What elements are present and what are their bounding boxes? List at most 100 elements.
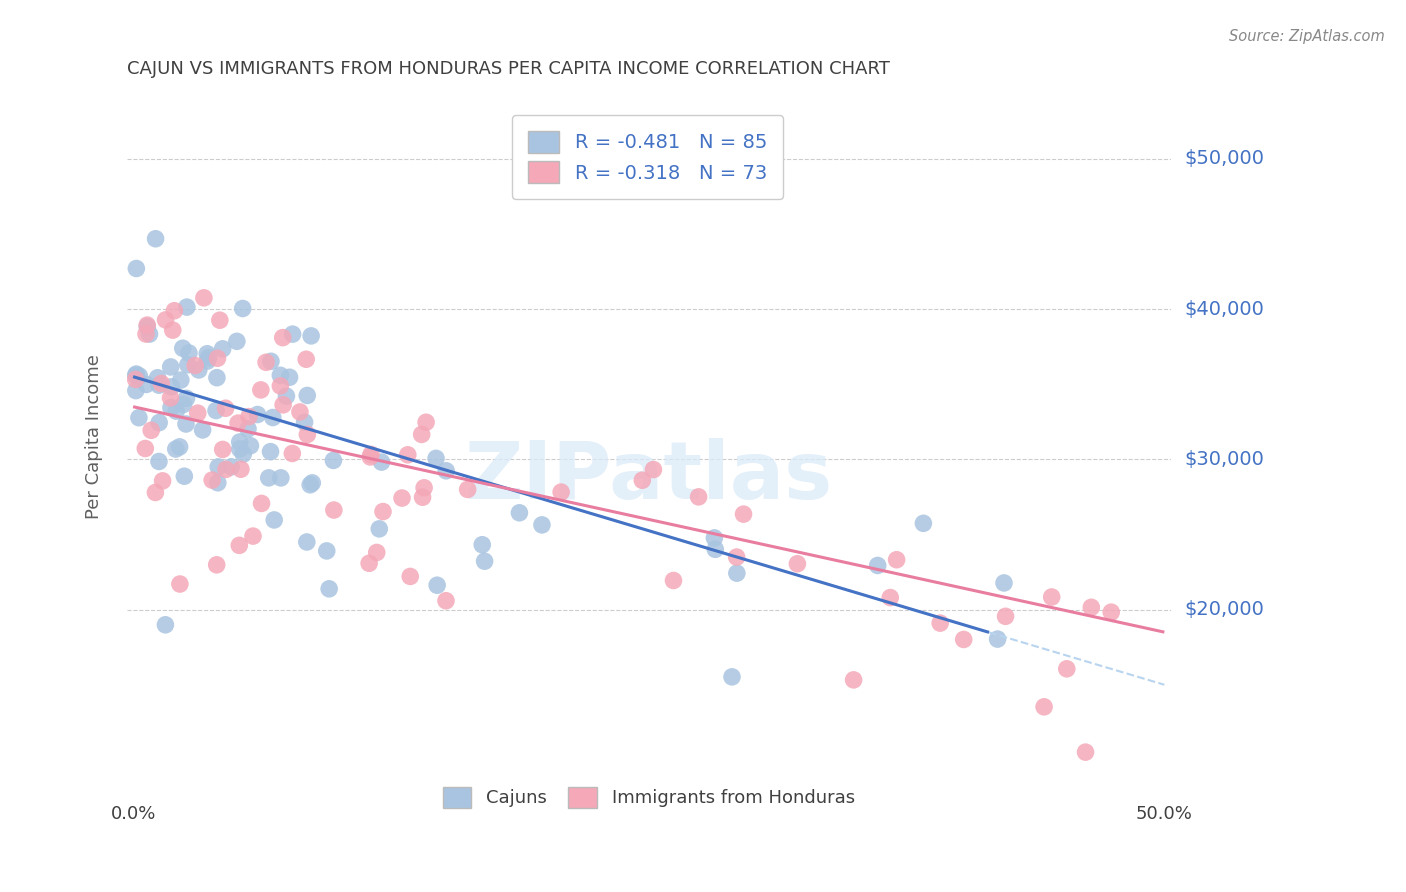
Point: [174, 417, 197, 431]
Point: [135, 326, 157, 341]
Point: [315, 544, 337, 558]
Point: [294, 415, 316, 429]
Point: [413, 481, 436, 495]
Point: [276, 389, 298, 403]
Point: [125, 368, 148, 383]
Point: [159, 359, 181, 374]
Point: [176, 392, 198, 406]
Point: [165, 404, 187, 418]
Point: [155, 617, 177, 632]
Point: [228, 538, 250, 552]
Point: [254, 355, 277, 369]
Point: [169, 440, 191, 454]
Point: [187, 406, 209, 420]
Point: [987, 632, 1010, 646]
Point: [370, 455, 392, 469]
Point: [170, 373, 193, 387]
Point: [550, 485, 572, 500]
Point: [169, 577, 191, 591]
Point: [371, 505, 394, 519]
Point: [1056, 662, 1078, 676]
Point: [226, 416, 249, 430]
Point: [225, 334, 247, 349]
Point: [457, 483, 479, 497]
Point: [232, 301, 254, 316]
Point: [257, 471, 280, 485]
Point: [295, 352, 318, 367]
Point: [886, 553, 908, 567]
Text: $20,000: $20,000: [1184, 600, 1264, 619]
Point: [360, 447, 382, 461]
Point: [211, 442, 233, 457]
Point: [250, 496, 273, 510]
Point: [269, 379, 291, 393]
Point: [125, 367, 148, 381]
Point: [205, 558, 228, 572]
Point: [471, 538, 494, 552]
Point: [205, 403, 228, 417]
Point: [295, 535, 318, 549]
Point: [786, 557, 808, 571]
Point: [152, 474, 174, 488]
Point: [141, 423, 163, 437]
Text: ZIPatlas: ZIPatlas: [464, 438, 832, 516]
Point: [207, 475, 229, 490]
Point: [236, 422, 259, 436]
Text: Source: ZipAtlas.com: Source: ZipAtlas.com: [1229, 29, 1385, 44]
Point: [270, 471, 292, 485]
Point: [1080, 600, 1102, 615]
Point: [912, 516, 935, 531]
Point: [160, 401, 183, 415]
Point: [214, 401, 236, 416]
Point: [281, 327, 304, 342]
Text: 50.0%: 50.0%: [1136, 805, 1192, 823]
Text: 0.0%: 0.0%: [111, 805, 156, 823]
Point: [191, 423, 214, 437]
Point: [434, 593, 457, 607]
Point: [662, 574, 685, 588]
Point: [271, 331, 294, 345]
Point: [263, 513, 285, 527]
Point: [366, 545, 388, 559]
Point: [297, 388, 319, 402]
Point: [1040, 590, 1063, 604]
Point: [262, 410, 284, 425]
Point: [993, 576, 1015, 591]
Point: [391, 491, 413, 505]
Point: [128, 369, 150, 384]
Point: [197, 351, 219, 365]
Legend: Cajuns, Immigrants from Honduras: Cajuns, Immigrants from Honduras: [433, 778, 863, 816]
Point: [155, 313, 177, 327]
Point: [207, 459, 229, 474]
Text: CAJUN VS IMMIGRANTS FROM HONDURAS PER CAPITA INCOME CORRELATION CHART: CAJUN VS IMMIGRANTS FROM HONDURAS PER CA…: [127, 60, 890, 78]
Point: [508, 506, 530, 520]
Point: [733, 507, 755, 521]
Point: [238, 409, 260, 424]
Point: [269, 368, 291, 383]
Point: [145, 232, 167, 246]
Point: [145, 485, 167, 500]
Point: [322, 503, 344, 517]
Point: [426, 578, 449, 592]
Point: [359, 556, 381, 570]
Point: [195, 354, 218, 368]
Y-axis label: Per Capita Income: Per Capita Income: [86, 354, 103, 519]
Point: [219, 459, 242, 474]
Point: [866, 558, 889, 573]
Point: [952, 632, 974, 647]
Point: [301, 475, 323, 490]
Point: [322, 453, 344, 467]
Point: [150, 376, 173, 391]
Point: [177, 358, 200, 372]
Point: [201, 473, 224, 487]
Point: [128, 410, 150, 425]
Point: [195, 347, 218, 361]
Point: [299, 329, 322, 343]
Point: [146, 370, 169, 384]
Point: [207, 351, 229, 366]
Point: [138, 327, 160, 342]
Point: [148, 416, 170, 430]
Point: [399, 569, 422, 583]
Point: [260, 354, 283, 368]
Point: [136, 319, 159, 334]
